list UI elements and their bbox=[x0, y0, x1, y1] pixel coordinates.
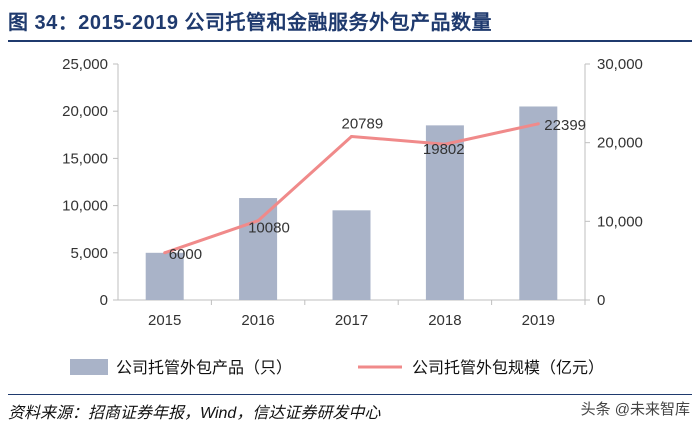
x-tick-label: 2015 bbox=[148, 312, 181, 329]
chart-title: 图 34：2015-2019 公司托管和金融服务外包产品数量 bbox=[8, 12, 493, 34]
x-tick-label: 2016 bbox=[241, 312, 274, 329]
title-divider bbox=[8, 40, 692, 42]
legend-label-line: 公司托管外包规模（亿元） bbox=[412, 359, 604, 377]
bar-2019 bbox=[519, 106, 558, 300]
y-left-tick-label: 5,000 bbox=[70, 245, 108, 262]
data-label-2017: 20789 bbox=[342, 115, 384, 132]
source-note: 资料来源：招商证券年报，Wind，信达证券研发中心 bbox=[8, 405, 381, 422]
watermark: 头条 @未来智库 bbox=[580, 401, 690, 418]
data-label-2015: 6000 bbox=[169, 246, 202, 263]
y-left-tick-label: 25,000 bbox=[62, 56, 108, 73]
y-left-tick-label: 20,000 bbox=[62, 103, 108, 120]
y-left-tick-label: 0 bbox=[100, 292, 108, 309]
line-point-2016 bbox=[256, 219, 260, 223]
data-label-2019: 22399 bbox=[544, 117, 586, 134]
legend-swatch-bar bbox=[70, 359, 108, 375]
line-point-2019 bbox=[536, 122, 540, 126]
x-tick-label: 2017 bbox=[335, 312, 368, 329]
y-left-tick-label: 10,000 bbox=[62, 198, 108, 215]
data-label-2016: 10080 bbox=[248, 220, 290, 237]
line-point-2018 bbox=[443, 142, 447, 146]
bar-2016 bbox=[239, 198, 278, 300]
line-point-2015 bbox=[163, 251, 167, 255]
y-right-tick-label: 10,000 bbox=[597, 213, 643, 230]
bar-2017 bbox=[332, 210, 371, 300]
line-point-2017 bbox=[350, 134, 353, 138]
x-tick-label: 2018 bbox=[428, 312, 461, 329]
legend-label-bar: 公司托管外包产品（只） bbox=[116, 359, 292, 377]
y-right-tick-label: 30,000 bbox=[597, 56, 643, 73]
data-label-2018: 19802 bbox=[423, 141, 465, 158]
y-right-tick-label: 20,000 bbox=[597, 135, 643, 152]
bar-2015 bbox=[145, 252, 184, 300]
source-divider bbox=[8, 394, 692, 395]
bar-2018 bbox=[425, 125, 464, 300]
x-tick-label: 2019 bbox=[522, 312, 555, 329]
y-right-tick-label: 0 bbox=[597, 292, 605, 309]
y-left-tick-label: 15,000 bbox=[62, 150, 108, 167]
